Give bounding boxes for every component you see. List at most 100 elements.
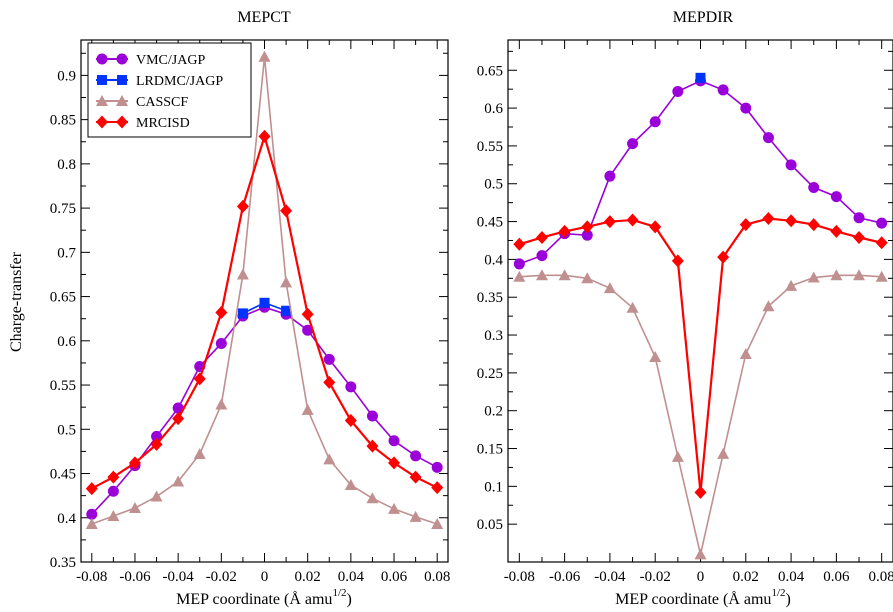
mepdir-point-square-series — [695, 72, 706, 83]
mepdir-point-diamond-series — [626, 213, 639, 227]
mepct-point-vmc-jagp — [302, 324, 314, 336]
mepct-point-casscf — [215, 398, 228, 410]
mepdir-series-square-series — [695, 72, 706, 83]
mepct-point-casscf — [258, 50, 271, 62]
mepct-point-casscf — [193, 448, 206, 460]
mepct-series-line-vmc-jagp — [91, 306, 438, 515]
mepdir-point-circle-series — [649, 116, 661, 128]
mepct-point-mrcisd — [323, 375, 336, 389]
mepct-point-mrcisd — [344, 413, 357, 427]
mepdir-point-circle-series — [785, 159, 797, 171]
mepct-y-tick-label: 0.65 — [50, 290, 76, 306]
mepct-point-casscf — [301, 403, 314, 415]
mepct-panel: MEPCT Charge-transfer MEP coordinate (Å … — [8, 9, 450, 608]
mepdir-point-circle-series — [513, 258, 525, 270]
mepdir-point-circle-series — [808, 182, 820, 194]
mepdir-y-tick-label: 0.4 — [484, 252, 503, 268]
mepdir-x-tick-label: 0.04 — [778, 569, 805, 585]
mepct-series-casscf — [85, 50, 444, 529]
mepct-point-vmc-jagp — [215, 337, 227, 349]
mepdir-point-diamond-series — [807, 218, 820, 232]
mepdir-y-tick-label: 0.35 — [477, 290, 503, 306]
mepct-point-mrcisd — [215, 306, 228, 320]
mepct-point-lrdmc-jagp — [237, 308, 248, 319]
mepdir-x-tick-label: 0.06 — [823, 569, 850, 585]
mepdir-y-tick-label: 0.1 — [484, 479, 503, 495]
mepdir-x-tick-label: -0.06 — [549, 569, 581, 585]
mepdir-point-circle-series — [740, 102, 752, 114]
mepct-y-axis-label: Charge-transfer — [8, 251, 25, 352]
mepct-y-tick-label: 0.7 — [57, 245, 76, 261]
mepdir-x-axis-label-end: ) — [786, 591, 791, 608]
mepct-y-tick-label: 0.5 — [57, 422, 76, 438]
mepct-x-tick-label: 0.04 — [338, 569, 365, 585]
mepdir-point-circle-series — [876, 217, 888, 229]
mepct-legend: VMC/JAGP LRDMC/JAGP CASSCF MRCISD — [87, 42, 252, 138]
mepct-point-casscf — [409, 510, 422, 522]
mepdir-point-triangle-series — [581, 272, 594, 284]
mepct-point-vmc-jagp — [366, 410, 378, 422]
mepdir-y-tick-label: 0.25 — [477, 366, 503, 382]
mepct-point-casscf — [85, 517, 98, 529]
mepct-x-tick-label: -0.02 — [206, 569, 237, 585]
mepct-point-vmc-jagp — [86, 508, 98, 520]
mepct-point-mrcisd — [366, 439, 379, 453]
mepct-point-vmc-jagp — [345, 381, 357, 393]
mepct-point-mrcisd — [107, 470, 120, 484]
mepct-legend-marker-mrcisd — [116, 115, 128, 129]
mepdir-point-diamond-series — [513, 237, 526, 251]
mepdir-point-circle-series — [762, 132, 774, 144]
mepct-title: MEPCT — [237, 9, 291, 26]
mepdir-series-triangle-series — [513, 269, 888, 560]
mepct-point-mrcisd — [258, 129, 271, 143]
mepct-point-casscf — [344, 479, 357, 491]
mepdir-x-axis-label-main: MEP coordinate (Å amu — [615, 590, 771, 608]
mepdir-point-triangle-series — [671, 450, 684, 462]
mepct-point-mrcisd — [193, 372, 206, 386]
mepdir-point-circle-series — [717, 84, 729, 96]
mepdir-point-triangle-series — [830, 269, 843, 281]
mepct-point-mrcisd — [280, 204, 293, 218]
mepct-y-tick-label: 0.4 — [57, 511, 76, 527]
mepdir-y-tick-label: 0.55 — [477, 139, 503, 155]
mepct-point-mrcisd — [236, 199, 249, 213]
mepdir-series-circle-series — [513, 75, 888, 270]
mepct-x-tick-label: 0.02 — [295, 569, 321, 585]
mepct-point-casscf — [431, 517, 444, 529]
mepct-point-mrcisd — [85, 482, 98, 496]
mepdir-point-diamond-series — [875, 236, 888, 250]
mepdir-point-triangle-series — [785, 279, 798, 291]
mepdir-x-axis-label: MEP coordinate (Å amu1/2) — [615, 587, 791, 608]
mepdir-x-axis-label-superscript: 1/2 — [771, 587, 785, 599]
mepct-legend-marker-mrcisd — [96, 115, 108, 129]
mepdir-point-circle-series — [672, 85, 684, 97]
mepdir-x-tick-label: -0.04 — [594, 569, 626, 585]
mepct-point-casscf — [172, 475, 185, 487]
mepdir-y-tick-label: 0.3 — [484, 328, 503, 344]
mepct-x-axis-label: MEP coordinate (Å amu1/2) — [176, 587, 352, 608]
mepdir-series-line-diamond-series — [519, 217, 882, 493]
mepdir-point-triangle-series — [807, 271, 820, 283]
mepct-point-mrcisd — [301, 307, 314, 321]
mepct-y-tick-label: 0.35 — [50, 555, 76, 571]
mepct-x-tick-label: -0.08 — [76, 569, 107, 585]
mepct-series-vmc-jagp — [86, 301, 443, 520]
mepdir-point-triangle-series — [853, 269, 866, 281]
mepct-point-casscf — [366, 492, 379, 504]
mepdir-point-triangle-series — [649, 350, 662, 362]
mepct-y-tick-label: 0.9 — [57, 68, 76, 84]
mepct-point-casscf — [150, 490, 163, 502]
mepct-point-casscf — [280, 276, 293, 288]
mepct-series-mrcisd — [85, 129, 444, 496]
mepct-legend-label-lrdmc-jagp: LRDMC/JAGP — [136, 74, 223, 89]
mepct-x-axis-label-main: MEP coordinate (Å amu — [176, 590, 332, 608]
mepdir-point-triangle-series — [558, 269, 571, 281]
mepdir-point-diamond-series — [603, 215, 616, 229]
mepdir-series-line-circle-series — [519, 79, 882, 265]
mepdir-y-tick-label: 0.6 — [484, 101, 503, 117]
mepdir-point-diamond-series — [853, 230, 866, 244]
mepct-legend-marker-casscf — [116, 95, 128, 106]
mepdir-point-circle-series — [627, 138, 639, 150]
mepdir-point-triangle-series — [535, 269, 548, 281]
mepdir-y-tick-label: 0.15 — [477, 442, 503, 458]
